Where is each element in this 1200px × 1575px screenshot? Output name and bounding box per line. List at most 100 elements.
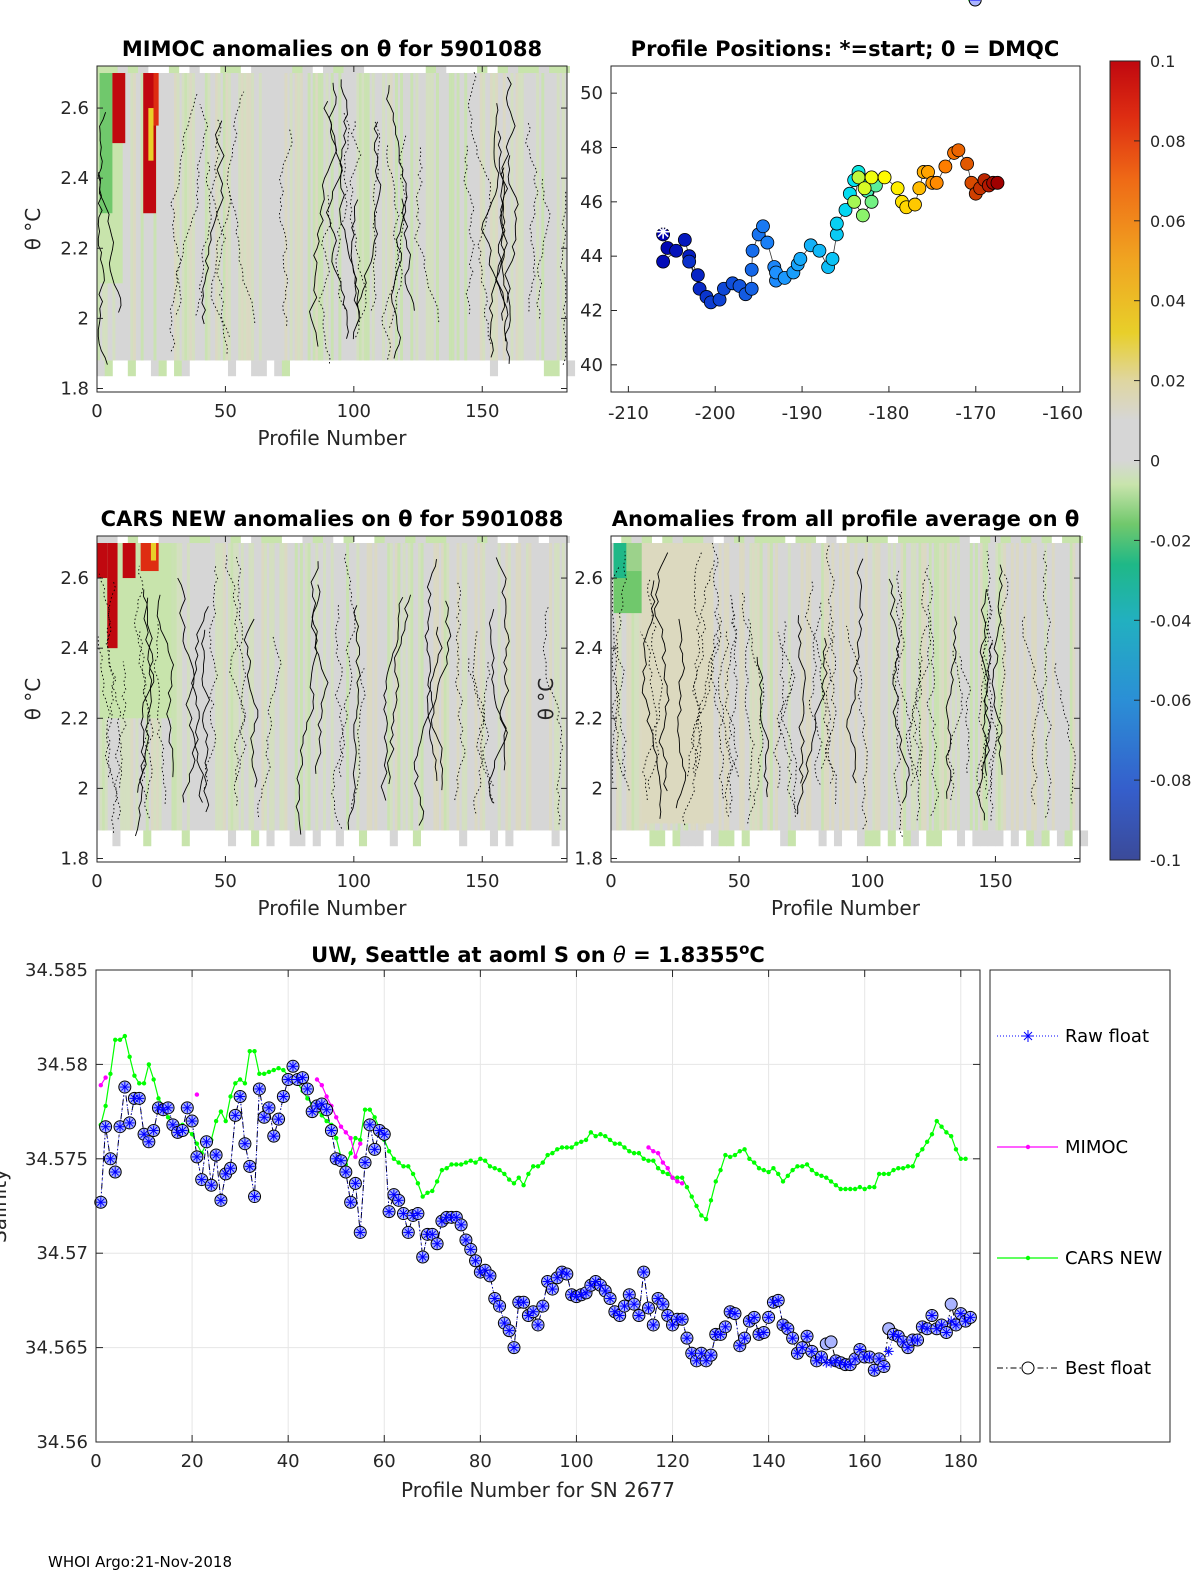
raw-float-marker-stroke — [404, 1228, 413, 1237]
raw-float-marker-stroke — [764, 1313, 773, 1322]
field-strip — [397, 543, 401, 831]
x-axis-label: Profile Number — [258, 896, 408, 920]
raw-float-marker — [941, 1327, 952, 1338]
contour-line — [426, 626, 443, 782]
field-strip — [284, 73, 288, 361]
title-part: C — [749, 943, 764, 967]
raw-float-marker-stroke — [534, 1321, 542, 1329]
raw-float-marker — [624, 1289, 635, 1300]
cars-new-point — [896, 1166, 901, 1171]
raw-float-marker-stroke — [327, 1126, 336, 1135]
x-tick-label: 120 — [655, 1451, 689, 1472]
cars-new-point — [526, 1171, 531, 1177]
top-cell — [1021, 536, 1032, 544]
field-strip — [479, 543, 483, 831]
cars-new-point — [535, 1164, 541, 1169]
raw-float-marker — [653, 1293, 664, 1304]
field-strip — [238, 73, 242, 361]
bottom-cell — [297, 830, 306, 847]
cars-new-point — [804, 1162, 810, 1167]
top-cell — [518, 536, 529, 544]
field-strip — [634, 543, 638, 831]
cars-new-point — [588, 1130, 594, 1135]
y-tick-label: 2 — [592, 778, 603, 799]
colorbar-tick-label: 0.1 — [1150, 52, 1175, 71]
field-strip — [315, 543, 319, 831]
bottom-cell — [933, 830, 942, 847]
legend-label: Raw float — [1065, 1026, 1149, 1047]
gap-cell — [652, 536, 663, 544]
raw-float-marker — [797, 1342, 808, 1353]
raw-float-marker — [806, 1346, 817, 1357]
raw-float-marker — [883, 1346, 894, 1357]
bottom-cell — [97, 360, 106, 377]
cars-new-point — [583, 1137, 589, 1143]
contour-line — [504, 155, 519, 303]
y-tick-label: 2 — [78, 308, 89, 329]
profile-position-marker — [990, 175, 1005, 190]
bottom-cell — [251, 830, 260, 847]
contour-line — [647, 578, 663, 789]
raw-float-marker — [297, 1072, 308, 1083]
raw-float-marker-stroke — [788, 1334, 797, 1343]
raw-float-marker-stroke — [793, 1349, 802, 1358]
cars-new-point — [127, 1054, 132, 1060]
bottom-cell — [281, 360, 290, 377]
cars-new-point — [800, 1164, 805, 1169]
contour-line — [311, 584, 329, 774]
top-cell — [384, 536, 396, 544]
cars-new-point — [540, 1160, 546, 1165]
colorbar-tick-label: 0.04 — [1150, 292, 1186, 311]
cars-new-point — [776, 1171, 781, 1177]
field-strip — [939, 543, 942, 831]
contour-line — [351, 668, 366, 809]
y-tick-label: 2.6 — [60, 568, 89, 589]
gap-cell — [538, 536, 550, 544]
field-strip — [366, 73, 370, 361]
bottom-cell — [872, 830, 881, 847]
bottom-cell — [857, 830, 866, 847]
raw-float-marker — [249, 1191, 260, 1202]
raw-float-marker-stroke — [894, 1332, 903, 1341]
field-strip — [854, 543, 858, 831]
raw-float-marker-stroke — [562, 1270, 571, 1278]
cars-new-point — [828, 1179, 834, 1184]
anomaly-cell — [122, 536, 136, 579]
raw-float-marker — [326, 1125, 337, 1136]
anomaly-cell — [626, 536, 642, 572]
legend-label: MIMOC — [1065, 1137, 1128, 1158]
raw-float-marker-stroke — [370, 1145, 379, 1154]
raw-float-marker-stroke — [289, 1062, 297, 1071]
bottom-cell — [289, 830, 298, 847]
mimoc-point — [651, 1149, 656, 1154]
raw-float-marker — [163, 1102, 174, 1113]
raw-float-marker-stroke — [236, 1092, 244, 1101]
raw-float-marker — [360, 1157, 371, 1168]
top-cell — [343, 536, 355, 544]
raw-float-marker — [263, 1102, 274, 1113]
top-cell — [1041, 536, 1053, 544]
field-strip — [995, 543, 999, 831]
y-tick-label: 2.2 — [574, 708, 603, 729]
field-strip — [207, 73, 211, 361]
field-strip — [289, 73, 293, 361]
raw-float-marker — [494, 1301, 505, 1312]
field-strip — [364, 73, 368, 361]
field-strip — [525, 543, 529, 831]
raw-float-marker-stroke — [390, 1190, 398, 1199]
raw-float-marker-stroke — [178, 1126, 187, 1135]
gap-cell — [333, 536, 344, 544]
contour-line — [226, 91, 256, 324]
raw-float-marker-stroke — [803, 1332, 811, 1341]
cars-new-point — [559, 1145, 565, 1150]
raw-float-marker-stroke — [548, 1285, 557, 1293]
raw-float-marker — [244, 1161, 255, 1172]
cars-new-point — [261, 1071, 267, 1077]
top-cell — [980, 536, 991, 544]
field-strip — [361, 73, 365, 361]
top-cell — [538, 66, 550, 74]
cars-new-point — [276, 1065, 281, 1071]
raw-float-marker-stroke — [836, 1358, 845, 1367]
top-cell — [415, 536, 427, 544]
cars-new-point — [886, 1171, 891, 1177]
